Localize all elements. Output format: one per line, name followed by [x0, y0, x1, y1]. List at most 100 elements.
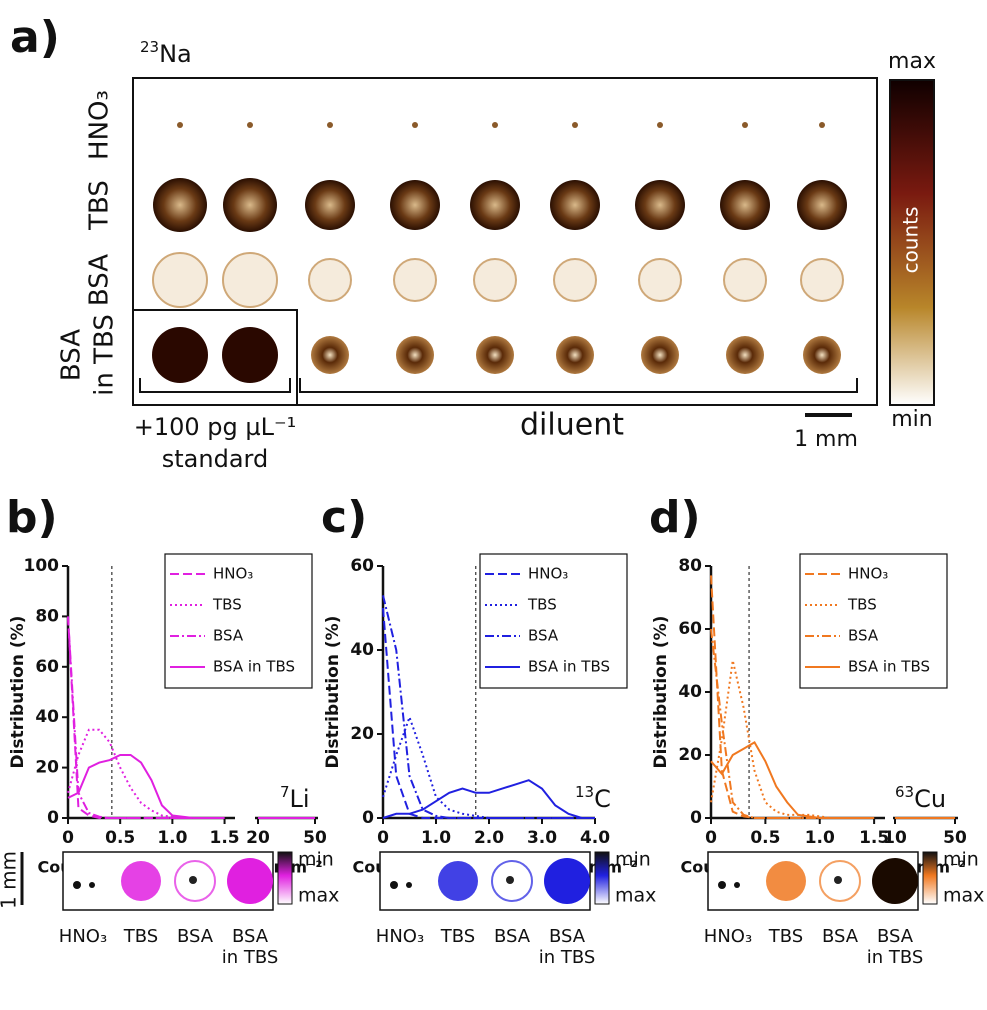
spot	[412, 122, 418, 128]
spot	[223, 178, 277, 232]
strip-label: HNO₃	[59, 926, 107, 947]
mass: 13	[575, 783, 594, 801]
isotope-label: 63Cu	[895, 783, 946, 814]
series-line	[67, 728, 225, 819]
y-tick-label: 0	[690, 808, 702, 828]
spot	[476, 336, 514, 374]
legend-frame	[479, 553, 628, 689]
spot	[393, 258, 437, 302]
legend-label: BSA in TBS	[213, 658, 295, 676]
standard-label: +100 pg µL⁻¹	[134, 413, 297, 441]
legend-frame	[799, 553, 948, 689]
series-line	[382, 779, 595, 819]
y-tick-label: 40	[350, 640, 374, 660]
x-tick-label: 1.5	[859, 828, 889, 848]
panel-label: b)	[6, 492, 58, 543]
legend-frame	[164, 553, 313, 689]
spot	[308, 258, 352, 302]
mass: 63	[895, 783, 914, 801]
legend-label: HNO₃	[848, 565, 888, 583]
spot	[152, 252, 208, 308]
spot	[797, 180, 847, 230]
spot	[189, 876, 197, 884]
spot	[506, 876, 514, 884]
legend-label: BSA in TBS	[848, 658, 930, 676]
strip-label: HNO₃	[376, 926, 424, 947]
legend-label: TBS	[212, 596, 242, 614]
element: Na	[159, 40, 192, 68]
spot	[718, 881, 726, 889]
series-line	[710, 741, 875, 819]
y-tick-label: 60	[35, 657, 59, 677]
mass: 23	[140, 38, 159, 56]
y-tick-label: 20	[350, 724, 374, 744]
spot	[89, 882, 95, 888]
y-tick-label: 100	[24, 556, 60, 576]
spot	[396, 336, 434, 374]
colorbar	[889, 79, 935, 406]
isotope-label: 7Li	[280, 783, 310, 814]
row-label: BSA	[85, 254, 115, 306]
strip-label: BSA	[549, 926, 586, 947]
panel-label: a)	[10, 12, 60, 63]
spot	[390, 180, 440, 230]
strip-colorbar	[277, 851, 293, 905]
x-tick-label: 0	[705, 828, 717, 848]
x-tick-label: 2.0	[474, 828, 504, 848]
strip-label: HNO₃	[704, 926, 752, 947]
spot	[121, 861, 161, 901]
spot	[470, 180, 520, 230]
x-tick-label: 3.0	[527, 828, 557, 848]
series-line	[382, 595, 595, 819]
y-tick-label: 80	[678, 556, 702, 576]
y-tick-label: 40	[678, 682, 702, 702]
legend-label: HNO₃	[213, 565, 253, 583]
element: Cu	[914, 785, 946, 813]
image-frame	[132, 77, 878, 406]
series-line	[382, 607, 595, 819]
spot	[803, 336, 841, 374]
spot	[311, 336, 349, 374]
spot	[177, 122, 183, 128]
legend-label: BSA in TBS	[528, 658, 610, 676]
x-tick-label: 50	[943, 828, 967, 848]
spot	[800, 258, 844, 302]
colorbar-title: counts	[899, 207, 923, 274]
row-label: HNO₃	[85, 90, 115, 160]
spot	[742, 122, 748, 128]
strip-label: TBS	[440, 926, 475, 947]
isotope-label: 13C	[575, 783, 611, 814]
strip-colorbar	[594, 851, 610, 905]
x-tick-label: 0.5	[105, 828, 135, 848]
y-tick-label: 20	[35, 758, 59, 778]
spot	[390, 881, 398, 889]
colorbar-label: min	[298, 849, 334, 871]
spot	[641, 336, 679, 374]
brackets	[139, 378, 858, 393]
spot	[222, 252, 278, 308]
spot	[247, 122, 253, 128]
element: Li	[290, 785, 310, 813]
x-tick-label: 1.0	[805, 828, 835, 848]
strip-label: TBS	[123, 926, 158, 947]
y-tick-label: 20	[678, 745, 702, 765]
x-tick-label: 1.5	[210, 828, 240, 848]
x-tick-label: 0	[377, 828, 389, 848]
series-line	[382, 714, 595, 819]
spot	[327, 122, 333, 128]
series-line	[67, 616, 225, 819]
spot	[222, 327, 278, 383]
series-line	[67, 754, 225, 819]
colorbar-label: min	[615, 849, 651, 871]
colorbar-label: max	[615, 885, 656, 907]
y-tick-label: 40	[35, 707, 59, 727]
spot	[473, 258, 517, 302]
diluent-label: diluent	[520, 408, 624, 443]
spot	[544, 858, 590, 904]
series-line	[67, 616, 225, 819]
legend-label: BSA	[213, 627, 244, 645]
legend-label: BSA	[848, 627, 879, 645]
x-tick-label: 1.0	[157, 828, 187, 848]
x-tick-label: 20	[246, 828, 270, 848]
